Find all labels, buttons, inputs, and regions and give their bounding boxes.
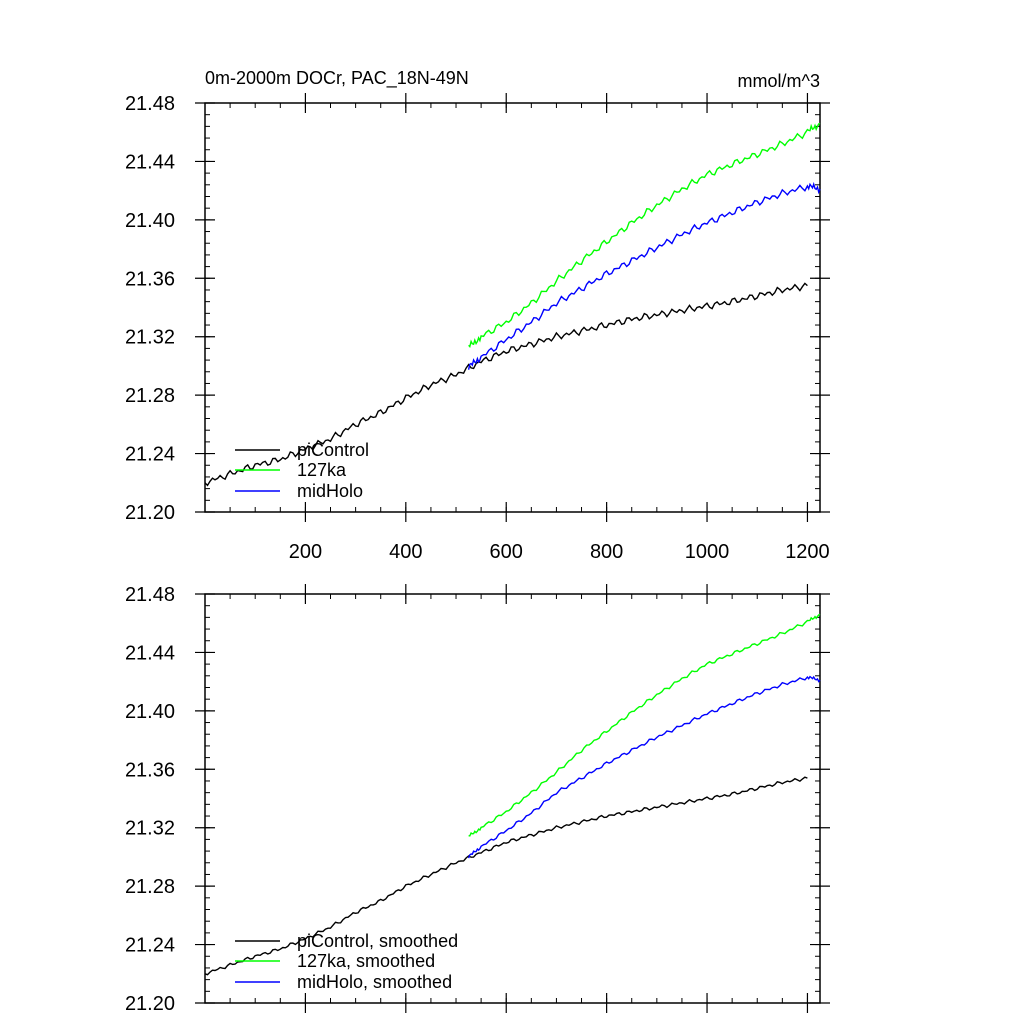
x-tick-label: 400 [389, 541, 422, 563]
chart-title: 0m-2000m DOCr, PAC_18N-49N [205, 68, 469, 89]
y-tick-label: 21.36 [125, 268, 175, 290]
y-tick-label: 21.44 [125, 151, 175, 173]
y-tick-label: 21.28 [125, 876, 175, 898]
y-tick-label: 21.40 [125, 210, 175, 232]
series-line-picontrol [204, 282, 808, 487]
y-tick-label: 21.48 [125, 93, 175, 115]
units-label: mmol/m^3 [738, 71, 820, 91]
x-tick-label: 1200 [785, 541, 830, 563]
y-tick-label: 21.32 [125, 818, 175, 840]
bottom-panel: 21.20 21.24 21.28 21.32 21.36 21.40 21.44 21.48… [125, 584, 830, 1015]
y-tick-label: 21.24 [125, 444, 175, 466]
y-tick-label: 21.28 [125, 385, 175, 407]
y-tick-label: 21.20 [125, 502, 175, 524]
plot-frame [204, 593, 821, 1004]
plot-frame [204, 102, 821, 513]
x-tick-label: 600 [490, 541, 523, 563]
series-line-midholo [467, 181, 821, 370]
legend-label: piControl [297, 440, 369, 460]
legend-label: midHolo [297, 481, 363, 501]
x-tick-label: 1000 [685, 541, 730, 563]
x-tick-label: 800 [590, 541, 623, 563]
y-tick-label: 21.44 [125, 642, 175, 664]
series-line-midholo-smoothed [467, 675, 821, 859]
y-tick-label: 21.24 [125, 935, 175, 957]
series-line-picontrol-smoothed [204, 776, 808, 976]
y-tick-label: 21.36 [125, 759, 175, 781]
legend-label: piControl, smoothed [297, 931, 458, 951]
y-tick-label: 21.32 [125, 327, 175, 349]
legend-label: 127ka [297, 460, 347, 480]
y-tick-label: 21.20 [125, 993, 175, 1015]
x-tick-label: 200 [289, 541, 322, 563]
top-panel: 0m-2000m DOCr, PAC_18N-49N mmol/m^3 21.2… [125, 68, 830, 563]
y-tick-label: 21.40 [125, 701, 175, 723]
series-line-127ka-smoothed [468, 613, 821, 837]
legend-label: midHolo, smoothed [297, 972, 452, 992]
series-line-127ka [468, 122, 821, 349]
legend-label: 127ka, smoothed [297, 951, 435, 971]
y-tick-label: 21.48 [125, 584, 175, 606]
